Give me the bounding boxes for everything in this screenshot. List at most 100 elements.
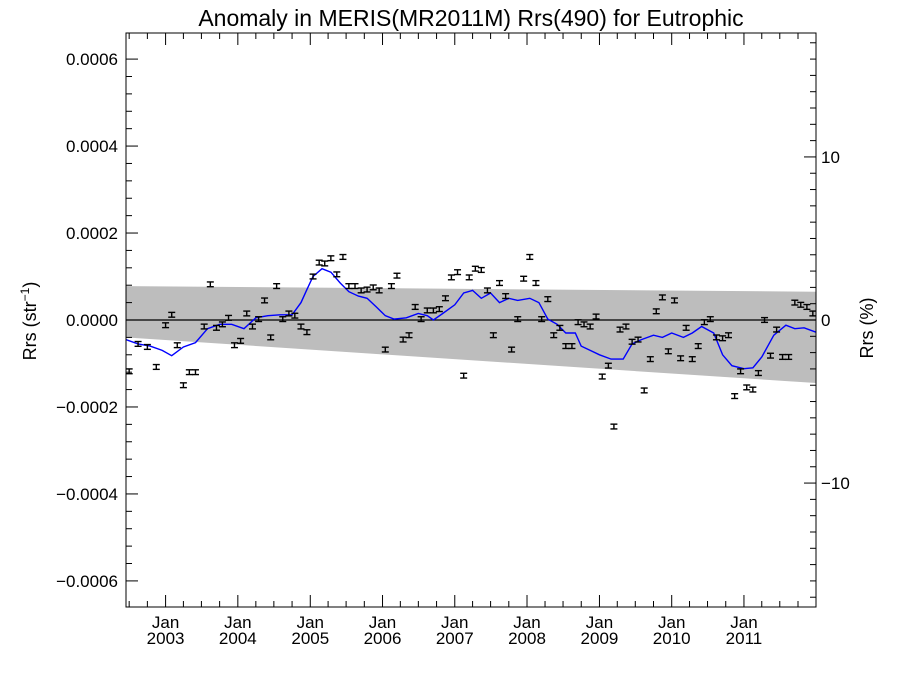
data-point [369, 284, 377, 291]
data-point [321, 260, 329, 267]
data-point [610, 423, 618, 430]
data-point [125, 368, 133, 375]
data-point [514, 316, 522, 323]
uncertainty-band-layer [126, 286, 816, 384]
x-tick-label-year: 2006 [364, 629, 402, 648]
data-point [550, 332, 558, 339]
x-tick-label-year: 2010 [653, 629, 691, 648]
data-point [411, 303, 419, 311]
data-point [604, 362, 612, 369]
data-point [628, 338, 636, 345]
data-point [441, 295, 449, 302]
x-tick-label-year: 2009 [581, 629, 619, 648]
data-point [447, 274, 455, 281]
data-point [351, 282, 359, 290]
data-point [743, 384, 751, 391]
data-point [399, 336, 407, 343]
data-point [682, 324, 690, 331]
data-point [387, 282, 395, 290]
data-point [700, 319, 708, 326]
x-tick-label-month: Jan [224, 613, 251, 632]
x-tick-label-month: Jan [586, 613, 613, 632]
data-point [779, 353, 787, 361]
x-tick-label-month: Jan [152, 613, 179, 632]
data-point [803, 303, 811, 311]
y-tick-label: −0.0002 [56, 398, 118, 417]
x-tick-label-month: Jan [513, 613, 540, 632]
data-point [749, 386, 757, 393]
data-point [363, 286, 371, 293]
data-point [465, 274, 473, 281]
x-tick-label-year: 2003 [147, 629, 185, 648]
x-tick-label-year: 2004 [219, 629, 257, 648]
y-right-tick-label: −10 [821, 474, 850, 493]
x-tick-label-year: 2011 [726, 629, 763, 648]
data-point [508, 346, 516, 353]
data-point [435, 306, 443, 313]
data-point [225, 314, 233, 321]
data-point [688, 356, 696, 363]
data-point [526, 253, 534, 261]
data-point [200, 323, 208, 330]
data-point [568, 342, 576, 350]
data-point [634, 336, 642, 343]
y-right-tick-label: 10 [821, 148, 840, 167]
data-point [248, 323, 256, 330]
data-point [173, 342, 181, 349]
data-point [375, 287, 383, 294]
y-axis-label: Rrs (str−1) [18, 282, 40, 361]
x-tick-label-month: Jan [730, 613, 757, 632]
x-tick-label-year: 2008 [508, 629, 546, 648]
data-point [218, 321, 226, 328]
data-point [664, 348, 672, 355]
data-point [237, 337, 245, 344]
data-point [719, 335, 727, 342]
data-point [212, 324, 220, 331]
data-point [677, 355, 685, 362]
data-point [460, 372, 468, 379]
data-point [489, 332, 497, 339]
data-point [134, 340, 142, 348]
data-point [179, 382, 187, 389]
data-point [731, 393, 739, 400]
uncertainty-band [126, 286, 816, 384]
data-point [574, 319, 582, 326]
data-points-layer [125, 253, 817, 430]
data-point [580, 321, 588, 328]
data-point [303, 329, 311, 336]
data-point [191, 369, 199, 376]
data-point [616, 326, 624, 333]
data-point [652, 308, 660, 315]
data-point [143, 343, 151, 351]
data-point [706, 316, 714, 323]
data-point [381, 346, 389, 353]
data-point [291, 312, 299, 319]
data-point [333, 271, 341, 278]
data-point [152, 363, 160, 371]
data-point [273, 282, 281, 290]
data-point [297, 323, 305, 330]
data-point [423, 307, 431, 314]
data-point [405, 332, 413, 339]
data-point [670, 297, 678, 304]
data-point [761, 316, 769, 324]
data-point [773, 326, 781, 333]
y-tick-label: 0.0004 [66, 137, 118, 156]
y-tick-label: −0.0006 [56, 572, 118, 591]
data-point [658, 294, 666, 301]
data-point [357, 287, 365, 294]
y-tick-label: 0.0000 [66, 311, 118, 330]
data-point [393, 272, 401, 279]
data-point [230, 342, 238, 349]
x-tick-label-month: Jan [658, 613, 685, 632]
data-point [502, 292, 510, 300]
data-point [327, 255, 335, 262]
data-point [640, 387, 648, 394]
data-point [737, 368, 745, 375]
data-point [315, 259, 323, 266]
y-tick-label: −0.0004 [56, 485, 118, 504]
data-point [586, 323, 594, 330]
data-point [791, 299, 799, 306]
data-point [477, 266, 485, 274]
data-point [538, 316, 546, 323]
